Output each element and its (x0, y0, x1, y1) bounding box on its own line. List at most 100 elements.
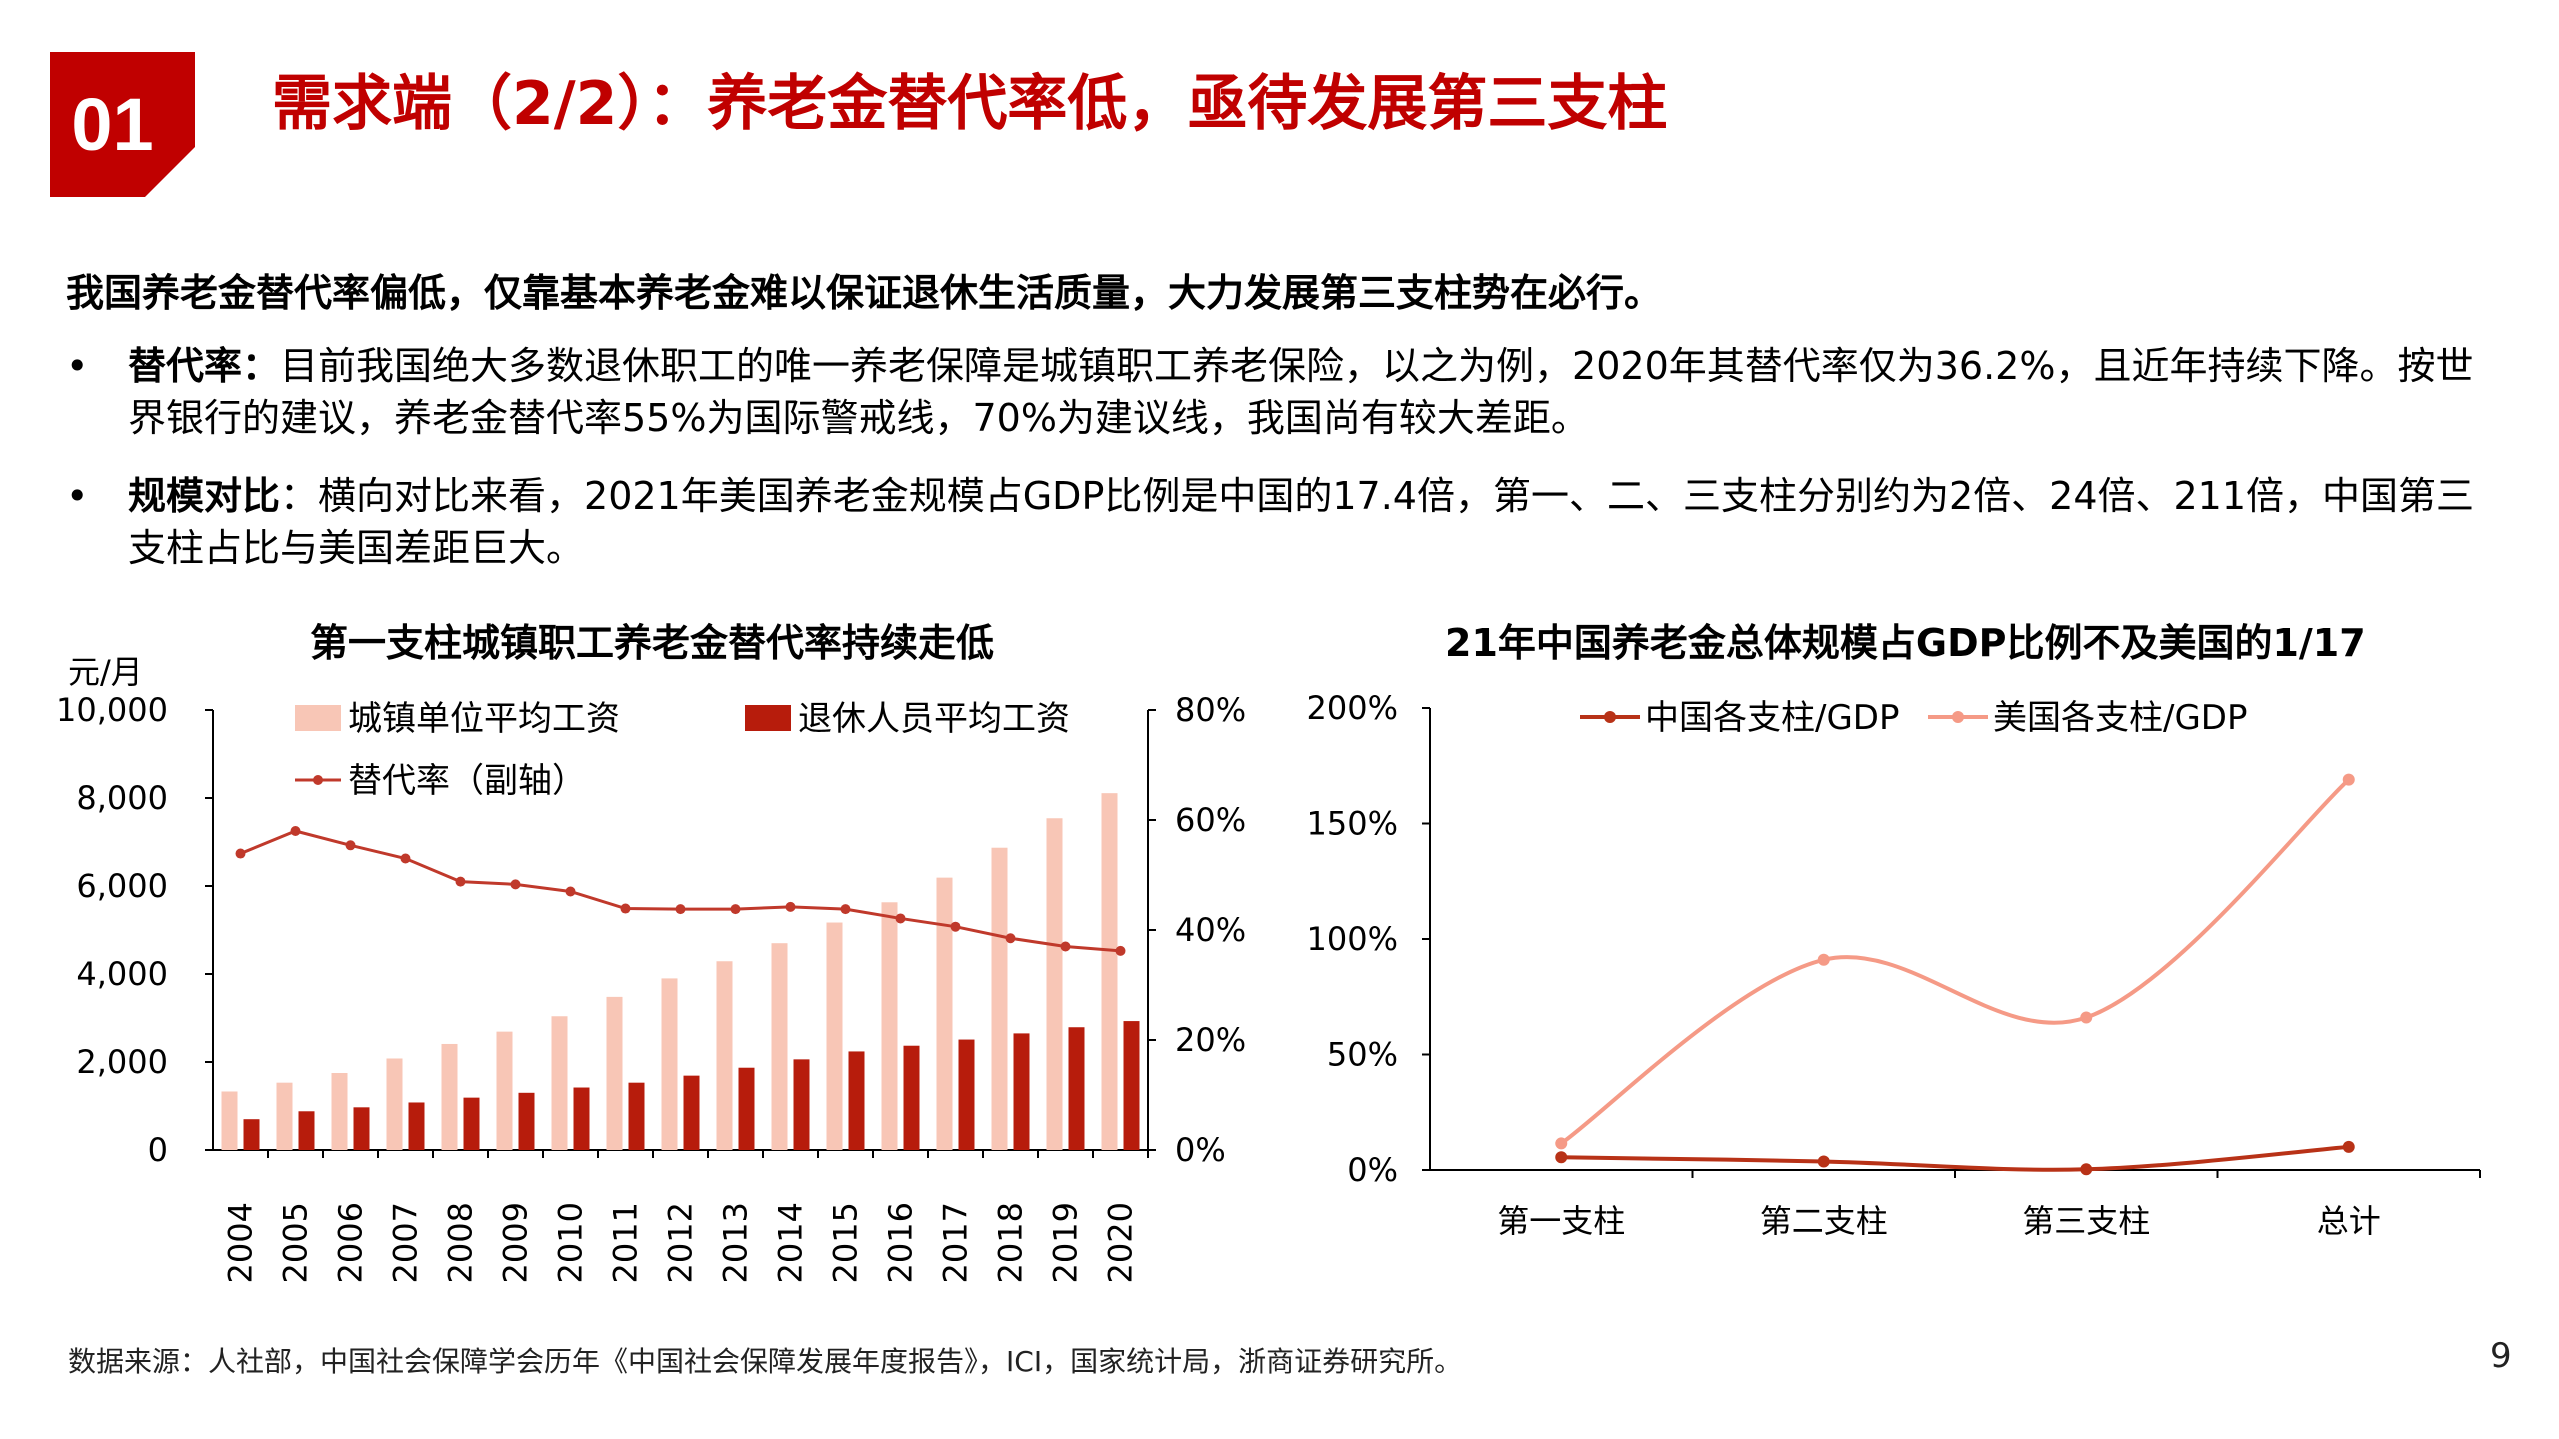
chart1-legend-label: 城镇单位平均工资 (348, 699, 620, 739)
chart1-x-tick-label: 2019 (1047, 1202, 1085, 1283)
chart1-x-tick-label: 2018 (992, 1202, 1030, 1283)
chart1-x-tick-label: 2011 (607, 1202, 645, 1283)
chart1-left-tick-label: 4,000 (76, 955, 168, 993)
chart2-point-china (2080, 1163, 2093, 1176)
chart1-rate-point (1005, 933, 1016, 944)
chart2-legend-label: 美国各支柱/GDP (1993, 698, 2248, 738)
chart1-rate-point (730, 904, 741, 915)
chart1-x-tick-label: 2004 (222, 1202, 260, 1283)
chart1-rate-point (840, 904, 851, 915)
chart1-right-tick-label: 20% (1175, 1021, 1246, 1059)
chart2-pension-gdp: 200% 150% 100% 50% 0% 第一支柱 第二支柱 第三支柱 总计 中国各支柱/GDP… (1307, 689, 2481, 1240)
chart2-title: 21年中国养老金总体规模占GDP比例不及美国的1/17 (1445, 621, 2366, 665)
chart1-left-tick-label: 0 (148, 1131, 168, 1169)
chart1-rate-point (400, 853, 411, 864)
chart1-legend-swatch-retiree-wage (745, 705, 791, 731)
chart1-bar-avg-wage (276, 1082, 293, 1150)
chart2-legend-marker-us (1952, 711, 1964, 723)
chart1-bar-retiree-wage (683, 1075, 700, 1150)
chart1-bar-avg-wage (716, 961, 733, 1150)
data-source-note: 数据来源：人社部，中国社会保障学会历年《中国社会保障发展年度报告》，ICI，国家… (68, 1345, 1463, 1378)
chart1-bar-avg-wage (1101, 793, 1118, 1150)
chart1-y-unit: 元/月 (68, 653, 143, 691)
chart2-x-tick-label: 总计 (2317, 1202, 2381, 1240)
chart1-left-tick-label: 6,000 (76, 867, 168, 905)
chart1-bar-retiree-wage (1013, 1033, 1030, 1150)
bullet-text: 规模对比：横向对比来看，2021年美国养老金规模占GDP比例是中国的17.4倍，… (128, 470, 2506, 574)
chart2-y-tick-label: 200% (1307, 689, 1398, 727)
lead-sentence: 我国养老金替代率偏低，仅靠基本养老金难以保证退休生活质量，大力发展第三支柱势在必… (66, 271, 1663, 315)
chart1-bar-retiree-wage (1123, 1021, 1140, 1150)
chart2-point-us (2080, 1011, 2093, 1024)
chart1-x-tick-label: 2007 (387, 1202, 425, 1283)
chart1-bar-avg-wage (661, 978, 678, 1150)
chart1-x-tick-label: 2015 (827, 1202, 865, 1283)
chart1-replacement-rate: 元/月10,000 8,000 6,000 4,000 2,000 0 80% 60% 40% 2… (56, 653, 1246, 1283)
chart1-bar-retiree-wage (1068, 1027, 1085, 1150)
chart1-left-tick-label: 8,000 (76, 779, 168, 817)
chart2-x-tick-label: 第三支柱 (2022, 1202, 2150, 1240)
bullet-scale-comparison: • 规模对比：横向对比来看，2021年美国养老金规模占GDP比例是中国的17.4… (66, 470, 2506, 574)
bullet-replacement-rate: • 替代率：目前我国绝大多数退休职工的唯一养老保障是城镇职工养老保险，以之为例，… (66, 340, 2506, 444)
chart1-bar-retiree-wage (243, 1119, 260, 1150)
chart1-rate-point (950, 921, 961, 932)
chart1-bar-retiree-wage (628, 1082, 645, 1150)
chart1-legend-swatch-rate-marker (313, 775, 323, 785)
chart1-bar-avg-wage (771, 943, 788, 1150)
chart1-left-tick-label: 2,000 (76, 1043, 168, 1081)
chart2-y-tick-label: 50% (1327, 1036, 1398, 1074)
bullet-marker: • (66, 344, 89, 388)
chart1-rate-point (785, 901, 796, 912)
chart2-point-us (1817, 953, 1830, 966)
section-badge: 01 (50, 52, 195, 197)
chart1-right-tick-label: 60% (1175, 801, 1246, 839)
bullet-body: 目前我国绝大多数退休职工的唯一养老保障是城镇职工养老保险，以之为例，2020年其… (128, 344, 2474, 440)
chart1-bar-retiree-wage (903, 1045, 920, 1150)
chart1-x-tick-label: 2013 (717, 1202, 755, 1283)
page-number: 9 (2490, 1336, 2512, 1376)
chart1-rate-point (345, 840, 356, 851)
chart1-bar-retiree-wage (738, 1067, 755, 1150)
chart1-bar-retiree-wage (958, 1039, 975, 1150)
chart2-y-tick-label: 0% (1347, 1151, 1398, 1189)
chart1-bar-retiree-wage (408, 1102, 425, 1150)
chart1-title: 第一支柱城镇职工养老金替代率持续走低 (310, 621, 995, 665)
chart2-y-tick-label: 150% (1307, 805, 1398, 843)
chart1-legend-swatch-avg-wage (295, 705, 341, 731)
section-number: 01 (71, 83, 154, 166)
chart1-x-tick-label: 2014 (772, 1202, 810, 1283)
chart1-right-tick-label: 40% (1175, 911, 1246, 949)
bullet-label: 替代率 (128, 344, 243, 388)
chart2-line-us (1560, 778, 2351, 1146)
chart2-y-tick-label: 100% (1307, 920, 1398, 958)
chart1-rate-point (565, 886, 576, 897)
chart1-bar-avg-wage (936, 877, 953, 1150)
chart1-rate-point (620, 903, 631, 914)
chart1-rate-point (895, 913, 906, 924)
chart2-line-china (1561, 1144, 2349, 1172)
badge-shape (50, 52, 195, 197)
chart1-bar-retiree-wage (848, 1051, 865, 1150)
chart1-rate-point (455, 876, 466, 887)
chart1-bar-avg-wage (496, 1031, 513, 1150)
chart1-bar-avg-wage (1046, 818, 1063, 1150)
page-title: 需求端（2/2）：养老金替代率低，亟待发展第三支柱 (272, 69, 1668, 139)
chart1-rate-point (510, 879, 521, 890)
chart2-x-tick-label: 第二支柱 (1760, 1202, 1888, 1240)
chart1-rate-point (235, 848, 246, 859)
chart1-bar-retiree-wage (793, 1059, 810, 1150)
chart1-bar-avg-wage (826, 922, 843, 1150)
chart1-bar-avg-wage (221, 1091, 238, 1150)
chart1-bar-avg-wage (991, 847, 1008, 1150)
bullet-separator: ： (242, 344, 281, 388)
chart1-bar-retiree-wage (353, 1107, 370, 1150)
chart1-x-tick-label: 2009 (497, 1202, 535, 1283)
chart1-bar-retiree-wage (518, 1092, 535, 1150)
chart2-point-china (2342, 1140, 2355, 1153)
chart1-bar-retiree-wage (298, 1111, 315, 1150)
chart2-point-us (2342, 773, 2355, 786)
chart1-bar-avg-wage (881, 902, 898, 1150)
chart1-bar-avg-wage (551, 1016, 568, 1150)
chart2-point-us (1555, 1137, 1568, 1150)
chart2-legend-marker-china (1604, 711, 1616, 723)
